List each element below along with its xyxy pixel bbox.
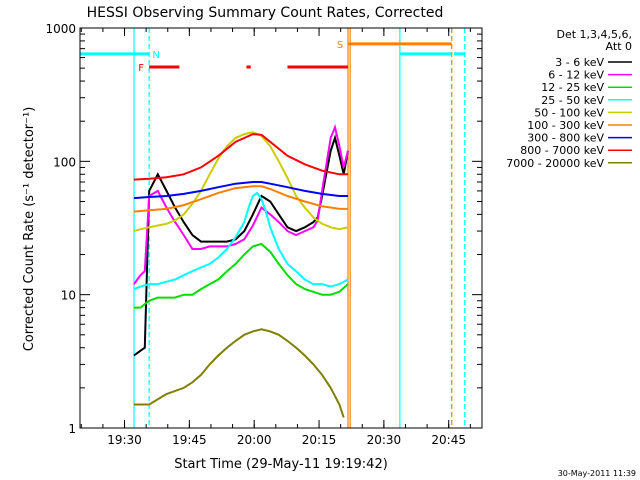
legend-label-1: 6 - 12 keV: [548, 69, 604, 82]
series-line-5: [133, 185, 348, 213]
series-line-8: [134, 328, 345, 418]
x-tick-label-1: 19:45: [172, 433, 207, 447]
flag-label-2: S: [337, 40, 343, 51]
legend-label-6: 300 - 800 keV: [527, 132, 604, 145]
plot-area: FN S: [80, 28, 466, 428]
y-tick-label-3: 1000: [45, 22, 76, 36]
chart-title: HESSI Observing Summary Count Rates, Cor…: [87, 5, 444, 21]
y-tick-label-2: 100: [53, 155, 76, 169]
x-tick-label-0: 19:30: [107, 433, 142, 447]
series-line-6: [133, 181, 348, 200]
legend-header-1: Att 0: [606, 40, 632, 53]
y-tick-label-0: 1: [68, 422, 76, 436]
legend-label-5: 100 - 300 keV: [527, 119, 604, 132]
series-line-2: [134, 242, 349, 309]
legend-label-2: 12 - 25 keV: [541, 81, 604, 94]
series-line-7: [133, 133, 348, 181]
legend-label-0: 3 - 6 keV: [555, 56, 604, 69]
y-tick-label-1: 10: [61, 289, 76, 303]
x-tick-label-4: 20:30: [367, 433, 402, 447]
x-tick-label-5: 20:45: [431, 433, 466, 447]
series-line-1: [133, 124, 349, 285]
legend-label-7: 800 - 7000 keV: [520, 144, 604, 157]
legend-label-3: 25 - 50 keV: [541, 94, 604, 107]
series-line-3: [133, 191, 349, 291]
legend-header-0: Det 1,3,4,5,6,: [556, 28, 632, 41]
x-tick-label-3: 20:15: [302, 433, 337, 447]
series-line-0: [133, 134, 349, 357]
x-tick-label-2: 20:00: [237, 433, 272, 447]
y-axis-label: Corrected Count Rate (s⁻¹ detector⁻¹): [22, 107, 37, 352]
legend-label-8: 7000 - 20000 keV: [506, 157, 604, 170]
legend-label-4: 50 - 100 keV: [534, 106, 604, 119]
x-axis-label: Start Time (29-May-11 19:19:42): [174, 457, 388, 472]
timestamp-footer: 30-May-2011 11:39: [558, 469, 636, 478]
series-line-4: [133, 131, 349, 233]
axes: 1 10 100 1000 19:30 19:45 20:00 20:15 20:30 20:45: [45, 22, 483, 447]
plot-frame: [79, 27, 483, 429]
flag-label-1: N: [152, 50, 159, 61]
flag-label-0: F: [138, 63, 144, 74]
